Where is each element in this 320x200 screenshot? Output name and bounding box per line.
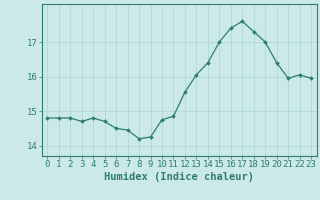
X-axis label: Humidex (Indice chaleur): Humidex (Indice chaleur) — [104, 172, 254, 182]
